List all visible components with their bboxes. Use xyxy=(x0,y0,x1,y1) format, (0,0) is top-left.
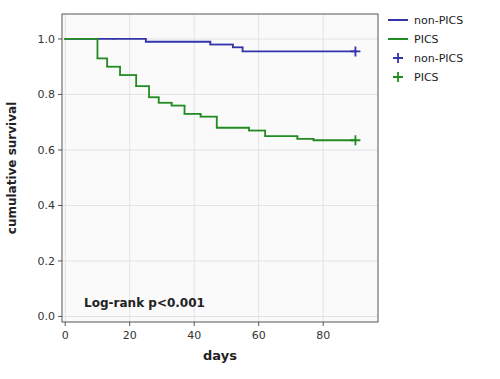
legend-swatch xyxy=(393,72,403,82)
y-axis-label: cumulative survival xyxy=(5,102,19,234)
plot-area xyxy=(62,14,378,322)
x-grid-line xyxy=(65,14,66,322)
step-segment xyxy=(265,135,297,137)
step-segment xyxy=(210,44,233,46)
step-riser xyxy=(184,106,186,114)
y-tick xyxy=(58,94,62,95)
x-tick xyxy=(258,322,259,326)
y-tick-label: 0.8 xyxy=(38,88,56,101)
step-segment xyxy=(249,130,265,132)
step-segment xyxy=(146,41,210,43)
y-grid-line xyxy=(62,205,378,206)
legend-label: PICS xyxy=(414,33,439,46)
legend-label: non-PICS xyxy=(414,14,463,27)
step-segment xyxy=(136,85,149,87)
step-riser xyxy=(148,86,150,97)
step-riser xyxy=(106,58,108,66)
censor-mark xyxy=(350,46,360,56)
step-segment xyxy=(120,74,136,76)
censor-mark xyxy=(350,135,360,145)
step-segment xyxy=(233,46,243,48)
y-tick-label: 0.4 xyxy=(38,199,56,212)
step-segment xyxy=(243,51,356,53)
y-grid-line xyxy=(62,316,378,317)
series-3 xyxy=(350,135,360,145)
legend: non-PICS PICS non-PICS PICS xyxy=(388,14,463,84)
axes: 0.0 0.2 0.4 0.6 0.8 1.0 0 20 40 60 80 xyxy=(38,14,379,342)
step-segment xyxy=(159,102,172,104)
y-tick xyxy=(58,38,62,39)
x-grid-line xyxy=(323,14,324,322)
x-tick xyxy=(194,322,195,326)
step-segment xyxy=(107,66,120,68)
marks xyxy=(65,39,360,145)
y-tick xyxy=(58,260,62,261)
x-grid-line xyxy=(258,14,259,322)
step-segment xyxy=(172,105,185,107)
series-0 xyxy=(65,39,355,51)
step-segment xyxy=(149,96,159,98)
step-segment xyxy=(97,57,107,59)
step-riser xyxy=(119,67,121,75)
x-tick-label: 0 xyxy=(62,329,69,342)
legend-label: PICS xyxy=(414,71,439,84)
step-segment xyxy=(297,138,313,140)
y-tick xyxy=(58,316,62,317)
y-tick-label: 1.0 xyxy=(38,33,56,46)
legend-swatch xyxy=(388,38,408,40)
y-tick xyxy=(58,205,62,206)
x-tick-label: 80 xyxy=(316,329,330,342)
step-riser xyxy=(135,75,137,86)
y-tick-label: 0.0 xyxy=(38,310,56,323)
y-grid-line xyxy=(62,38,378,39)
x-tick-label: 40 xyxy=(187,329,201,342)
legend-label: non-PICS xyxy=(414,52,463,65)
legend-swatch xyxy=(388,19,408,21)
x-grid-line xyxy=(194,14,195,322)
step-riser xyxy=(216,117,218,128)
chart-svg: 0.0 0.2 0.4 0.6 0.8 1.0 0 20 40 60 80 days cumulativ… xyxy=(0,0,500,379)
y-grid-line xyxy=(62,149,378,150)
y-grid-line xyxy=(62,260,378,261)
legend-swatch xyxy=(393,53,403,63)
x-tick xyxy=(129,322,130,326)
x-tick-label: 60 xyxy=(252,329,266,342)
x-grid-line xyxy=(129,14,130,322)
series-2 xyxy=(350,46,360,56)
step-segment xyxy=(217,127,249,129)
plot-frame xyxy=(62,14,378,322)
x-tick xyxy=(65,322,66,326)
step-segment xyxy=(185,113,201,115)
step-riser xyxy=(97,39,99,58)
y-grid-line xyxy=(62,94,378,95)
step-segment xyxy=(114,38,146,40)
x-tick xyxy=(323,322,324,326)
y-tick xyxy=(58,149,62,150)
step-segment xyxy=(65,38,97,40)
annotation: Log-rank p<0.001 xyxy=(84,296,205,310)
x-tick-label: 20 xyxy=(123,329,137,342)
series-1 xyxy=(65,39,355,140)
step-segment xyxy=(314,139,356,141)
y-tick-label: 0.2 xyxy=(38,255,56,268)
y-tick-label: 0.6 xyxy=(38,144,56,157)
x-axis-label: days xyxy=(203,348,237,363)
step-segment xyxy=(65,38,113,40)
step-segment xyxy=(201,116,217,118)
